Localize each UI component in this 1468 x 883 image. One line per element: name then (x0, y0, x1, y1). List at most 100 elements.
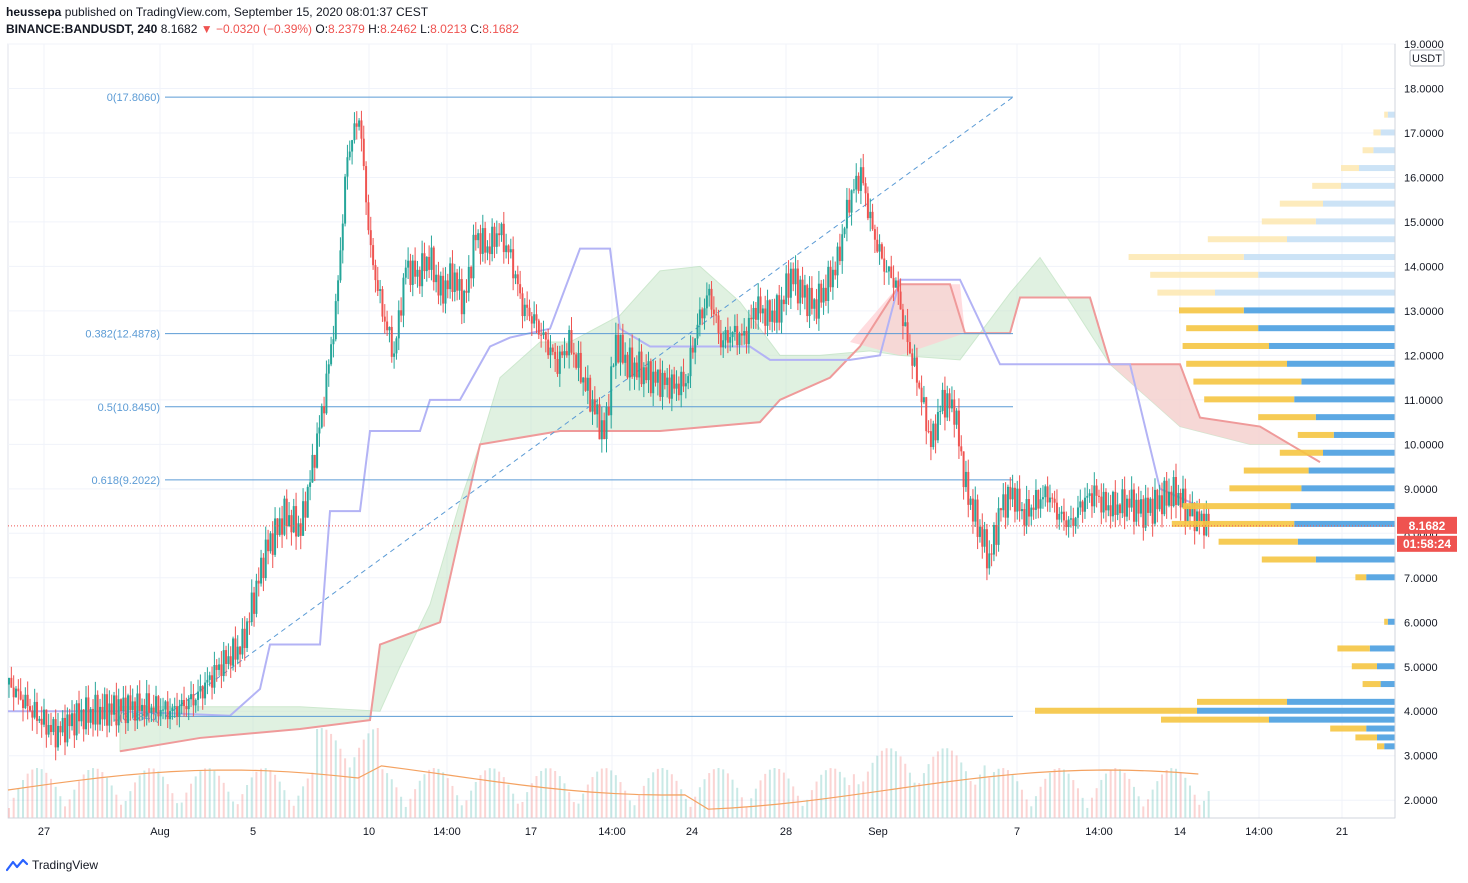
price-change: ▼ −0.0320 (−0.39%) (200, 22, 313, 36)
volume-bar (1067, 773, 1070, 818)
volume-bar (526, 792, 529, 818)
volume-bar (17, 788, 20, 818)
volume-bar (540, 770, 543, 818)
volume-profile-up (1186, 325, 1259, 332)
volume-profile-up (1207, 236, 1287, 243)
volume-bar (852, 774, 855, 818)
candle-body (750, 317, 753, 320)
price-tick-label: 10.0000 (1404, 439, 1444, 451)
candle-body (19, 691, 22, 700)
volume-bar (152, 768, 155, 818)
time-tick-label: 7 (1014, 826, 1020, 838)
candle-body (712, 309, 715, 315)
candle-body (1181, 488, 1184, 508)
candle-body (103, 694, 106, 720)
candle-body (705, 295, 708, 309)
volume-bar (87, 770, 90, 818)
candle-body (1172, 477, 1175, 507)
candle-body (577, 352, 580, 368)
symbol-label[interactable]: BINANCE:BANDUSDT, 240 (6, 22, 158, 36)
candle-body (71, 713, 74, 727)
candle-body (1132, 489, 1135, 522)
volume-bar (218, 775, 221, 818)
candle-body (199, 686, 202, 692)
volume-bar (731, 779, 734, 818)
candle-body (572, 352, 575, 355)
volume-profile-up (1258, 414, 1316, 421)
volume-bar (1165, 770, 1168, 818)
volume-bar (992, 772, 995, 818)
candle-body (610, 366, 613, 416)
volume-bar (750, 798, 753, 818)
volume-bar (591, 777, 594, 818)
candle-body (64, 717, 67, 743)
candle-body (453, 272, 456, 292)
candle-body (955, 410, 958, 425)
candle-body (848, 199, 851, 213)
candle-body (353, 123, 356, 141)
time-tick-label: 14:00 (598, 826, 626, 838)
volume-bar (460, 805, 463, 818)
candle-body (311, 454, 314, 483)
volume-bar (26, 773, 29, 818)
candle-body (726, 330, 729, 343)
time-tick-label: 17 (525, 826, 537, 838)
author-name[interactable]: heussepa (6, 5, 62, 19)
volume-bar (1202, 800, 1205, 818)
volume-bar (1072, 780, 1075, 818)
candle-body (250, 592, 253, 623)
volume-moving-average (7, 765, 1199, 810)
candle-body (932, 423, 935, 448)
candle-body (456, 272, 459, 291)
brand-name[interactable]: TradingView (32, 858, 99, 872)
candle-body (1011, 487, 1014, 500)
volume-bar (801, 805, 804, 818)
candle-body (948, 393, 951, 409)
volume-bar (708, 773, 711, 818)
candle-body (838, 246, 841, 262)
candle-body (1188, 506, 1191, 517)
candle-body (603, 420, 606, 440)
volume-bar (488, 768, 491, 818)
volume-bar (311, 772, 314, 818)
volume-bar (899, 756, 902, 818)
candle-body (981, 526, 984, 547)
volume-bar (1081, 797, 1084, 818)
candle-body (134, 701, 137, 721)
volume-profile-down (1287, 360, 1395, 367)
volume-bar (568, 792, 571, 818)
candle-body (241, 628, 244, 655)
candle-body (570, 330, 573, 353)
candle-body (915, 357, 918, 383)
volume-bar (684, 798, 687, 818)
candle-body (687, 376, 690, 384)
candle-body (680, 371, 683, 396)
candle-body (542, 332, 545, 336)
candle-body (1139, 499, 1142, 514)
candle-body (1200, 513, 1203, 522)
candle-body (164, 701, 167, 710)
footer-branding: TradingView (6, 856, 98, 874)
candle-body (99, 706, 102, 725)
volume-bar (1137, 796, 1140, 818)
candle-body (892, 277, 895, 288)
volume-profile-up (1035, 707, 1197, 714)
volume-profile-up (1243, 467, 1309, 474)
candle-body (717, 315, 720, 334)
volume-bar (969, 781, 972, 818)
candle-body (768, 300, 771, 322)
candle-body (507, 245, 510, 253)
candle-body (78, 703, 81, 722)
candle-body (813, 299, 816, 309)
volume-bar (465, 800, 468, 818)
volume-bar (820, 774, 823, 818)
candle-body (253, 592, 256, 614)
last-price-badge (1397, 516, 1457, 534)
volume-bar (778, 769, 781, 818)
volume-bar (764, 773, 767, 818)
candle-body (971, 498, 974, 522)
candle-body (40, 718, 43, 725)
candle-body (439, 275, 442, 296)
candle-body (1151, 498, 1154, 524)
